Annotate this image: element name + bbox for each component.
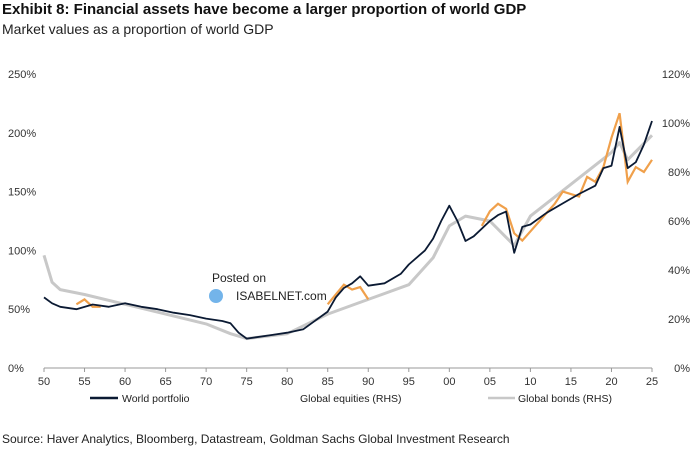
x-tick-label: 15 (565, 376, 577, 388)
series-line-global-bonds (42, 134, 654, 341)
x-tick-label: 25 (646, 376, 658, 388)
y-left-tick-label: 50% (8, 304, 30, 316)
y-right-tick-label: 120% (662, 69, 690, 81)
x-tick-label: 55 (78, 376, 90, 388)
x-tick-label: 05 (484, 376, 496, 388)
x-axis: 50 55 60 65 70 75 80 85 90 95 00 05 10 15 20 25 (38, 368, 658, 388)
legend: World portfolio Global equities (RHS) Gl… (90, 393, 612, 405)
series-group (42, 112, 654, 341)
watermark: Posted on ISABELNET.com (209, 271, 327, 303)
y-left-tick-label: 100% (8, 245, 36, 257)
legend-label-global-bonds: Global bonds (RHS) (518, 393, 612, 405)
x-tick-label: 90 (362, 376, 374, 388)
y-left-tick-label: 150% (8, 187, 36, 199)
x-tick-label: 10 (524, 376, 536, 388)
y-right-tick-label: 0% (674, 363, 690, 375)
source-note: Source: Haver Analytics, Bloomberg, Data… (2, 432, 510, 446)
watermark-line1: Posted on (212, 271, 266, 285)
x-tick-label: 60 (119, 376, 131, 388)
x-tick-label: 95 (403, 376, 415, 388)
y-left-tick-label: 200% (8, 128, 36, 140)
y-axis-right: 0% 20% 40% 60% 80% 100% 120% (662, 69, 690, 375)
series-line-global-equities (75, 298, 101, 308)
legend-label-global-equities: Global equities (RHS) (300, 393, 402, 405)
y-left-tick-label: 0% (8, 363, 24, 375)
y-right-tick-label: 80% (668, 167, 690, 179)
legend-label-world-portfolio: World portfolio (122, 393, 190, 405)
x-tick-label: 65 (159, 376, 171, 388)
series-line-world-portfolio (43, 120, 653, 340)
series-line-global-equities (480, 112, 653, 243)
y-right-tick-label: 100% (662, 118, 690, 130)
x-tick-label: 70 (200, 376, 212, 388)
chart-subtitle: Market values as a proportion of world G… (2, 21, 274, 37)
y-left-tick-label: 250% (8, 69, 36, 81)
chart-title: Exhibit 8: Financial assets have become … (2, 1, 527, 18)
series-line-global-equities (326, 283, 370, 306)
y-axis-left: 0% 50% 100% 150% 200% 250% (8, 69, 36, 375)
watermark-line2: ISABELNET.com (236, 289, 327, 303)
x-tick-label: 50 (38, 376, 50, 388)
watermark-logo-icon (209, 289, 223, 303)
x-tick-label: 85 (322, 376, 334, 388)
y-right-tick-label: 40% (668, 265, 690, 277)
x-tick-label: 20 (605, 376, 617, 388)
y-right-tick-label: 60% (668, 216, 690, 228)
x-tick-label: 00 (443, 376, 455, 388)
x-tick-label: 80 (281, 376, 293, 388)
x-tick-label: 75 (241, 376, 253, 388)
y-right-tick-label: 20% (668, 314, 690, 326)
